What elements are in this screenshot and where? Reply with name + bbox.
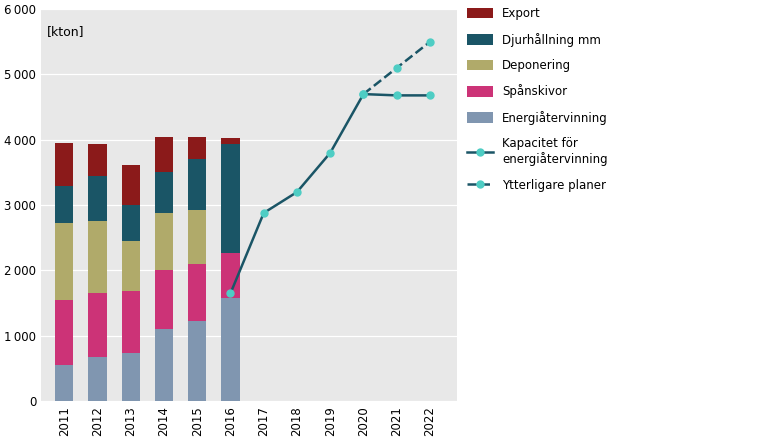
Bar bbox=[55, 300, 73, 365]
Bar bbox=[155, 213, 173, 271]
Bar bbox=[88, 357, 107, 401]
Text: [kton]: [kton] bbox=[47, 25, 85, 38]
Bar bbox=[188, 210, 206, 264]
Bar bbox=[55, 365, 73, 401]
Bar bbox=[188, 159, 206, 210]
Bar bbox=[188, 264, 206, 321]
Bar bbox=[222, 138, 239, 144]
Bar bbox=[155, 271, 173, 329]
Bar bbox=[188, 136, 206, 159]
Bar bbox=[188, 321, 206, 401]
Bar bbox=[122, 205, 140, 241]
Bar bbox=[155, 136, 173, 172]
Bar bbox=[122, 241, 140, 291]
Bar bbox=[88, 176, 107, 221]
Bar bbox=[155, 172, 173, 213]
Bar bbox=[88, 293, 107, 357]
Bar bbox=[122, 353, 140, 401]
Bar bbox=[122, 291, 140, 353]
Bar bbox=[222, 144, 239, 253]
Bar bbox=[122, 165, 140, 205]
Bar bbox=[88, 221, 107, 293]
Bar bbox=[55, 143, 73, 186]
Bar bbox=[88, 144, 107, 176]
Bar bbox=[55, 223, 73, 300]
Bar bbox=[222, 298, 239, 401]
Legend: Export, Djurhållning mm, Deponering, Spånskivor, Energiåtervinning, Kapacitet fö: Export, Djurhållning mm, Deponering, Spå… bbox=[466, 7, 608, 192]
Bar bbox=[55, 186, 73, 223]
Bar bbox=[222, 253, 239, 298]
Bar bbox=[155, 329, 173, 401]
